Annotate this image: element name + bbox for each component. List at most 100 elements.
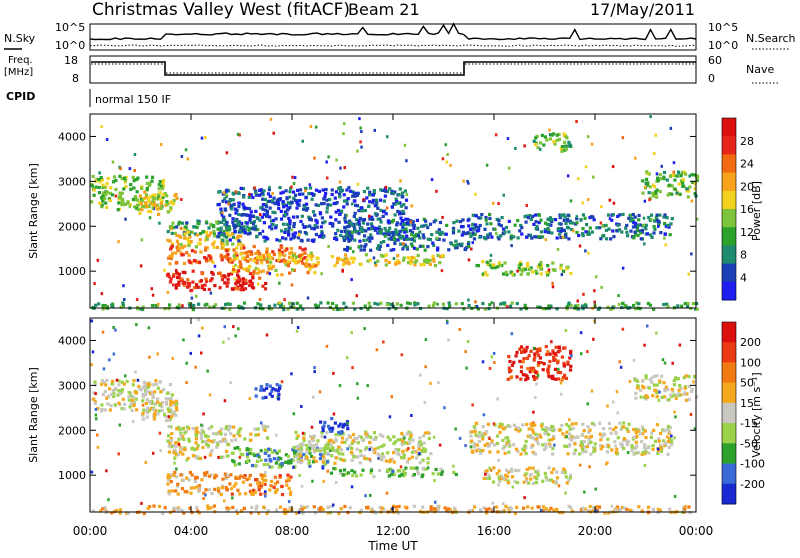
power-colorbar-tick: 24 <box>740 158 754 171</box>
power-cell <box>395 223 399 227</box>
velocity-cell <box>174 489 178 493</box>
power-cell <box>401 258 406 262</box>
power-cell <box>298 199 302 203</box>
power-cell <box>692 173 696 177</box>
power-cell <box>592 218 596 222</box>
power-cell <box>193 286 197 290</box>
power-cell <box>373 226 377 230</box>
velocity-cell <box>359 473 363 477</box>
velocity-scatter-cell <box>595 509 598 513</box>
velocity-cell <box>145 415 149 419</box>
velocity-cell <box>311 460 316 464</box>
velocity-cell <box>644 436 648 440</box>
velocity-cell <box>262 478 266 482</box>
power-cell <box>488 232 492 236</box>
power-cell <box>691 302 695 306</box>
velocity-cell <box>173 441 178 445</box>
power-cell <box>379 198 383 202</box>
power-scatter-cell <box>157 302 160 306</box>
power-cell <box>288 222 292 226</box>
velocity-scatter-cell <box>497 458 500 462</box>
power-cell <box>348 246 352 250</box>
power-cell <box>101 191 106 195</box>
cpid-panel: CPID normal 150 IF <box>6 89 171 107</box>
power-scatter-cell <box>360 145 363 149</box>
power-cell <box>379 220 383 224</box>
power-cell <box>207 226 211 230</box>
velocity-scatter-cell <box>312 395 315 399</box>
power-heatmap <box>90 115 700 312</box>
velocity-cell <box>417 444 421 448</box>
velocity-cell <box>172 509 176 513</box>
power-cell <box>135 206 139 210</box>
velocity-cell <box>670 387 674 392</box>
velocity-cell <box>314 459 318 463</box>
velocity-cell <box>509 469 513 473</box>
power-cell <box>342 301 346 305</box>
velocity-cell <box>519 452 523 456</box>
velocity-cell <box>590 421 595 425</box>
velocity-cell <box>532 377 537 381</box>
velocity-scatter-cell <box>105 469 108 473</box>
power-cell <box>394 260 398 265</box>
velocity-cell <box>123 402 127 406</box>
velocity-scatter-cell <box>223 325 226 329</box>
power-cell <box>195 285 199 289</box>
velocity-cell <box>491 509 495 513</box>
power-cell <box>564 134 568 138</box>
velocity-cell <box>662 429 666 433</box>
velocity-cell <box>293 454 297 458</box>
power-cell <box>196 219 200 223</box>
power-cell <box>237 265 241 269</box>
power-cell <box>301 307 305 311</box>
power-scatter-cell <box>672 170 675 174</box>
power-cell <box>188 235 192 239</box>
velocity-scatter-cell <box>264 470 267 474</box>
velocity-cell <box>230 492 234 496</box>
velocity-cell <box>266 436 270 440</box>
power-cell <box>170 244 174 248</box>
velocity-scatter-cell <box>364 494 367 498</box>
power-scatter-cell <box>544 238 548 242</box>
velocity-ytick-label: 1000 <box>58 469 86 482</box>
power-scatter-cell <box>315 125 318 129</box>
velocity-cell <box>362 454 366 458</box>
velocity-cell <box>568 432 572 436</box>
velocity-scatter-cell <box>204 493 207 497</box>
velocity-scatter-cell <box>615 390 619 394</box>
velocity-cell <box>174 413 178 417</box>
power-cell <box>567 301 571 305</box>
velocity-cell <box>545 478 549 482</box>
power-scatter-cell <box>175 269 178 272</box>
power-cell <box>681 181 685 185</box>
velocity-cell <box>114 386 118 391</box>
power-cell <box>215 220 219 224</box>
power-cell <box>499 224 503 228</box>
velocity-scatter-cell <box>158 431 162 435</box>
velocity-cell <box>145 384 149 388</box>
power-cell <box>245 221 249 225</box>
power-cell <box>634 232 638 236</box>
velocity-cell <box>533 437 537 441</box>
velocity-cell <box>622 447 626 451</box>
velocity-cell <box>272 485 276 489</box>
velocity-cell <box>154 382 159 386</box>
power-cell <box>197 222 201 226</box>
power-cell <box>248 265 252 269</box>
time-tick-label: 00:00 <box>679 524 714 538</box>
power-cell <box>288 219 292 223</box>
velocity-cell <box>337 445 341 449</box>
power-cell <box>159 206 163 211</box>
velocity-cell <box>591 509 595 513</box>
velocity-cell <box>392 435 396 439</box>
velocity-cell <box>279 505 283 509</box>
velocity-cell <box>372 437 376 441</box>
power-cell <box>253 259 257 263</box>
velocity-cell <box>231 505 235 509</box>
power-cell <box>330 192 334 197</box>
power-cell <box>258 270 263 274</box>
power-cell <box>212 232 216 236</box>
power-scatter-cell <box>578 244 582 248</box>
power-scatter-cell <box>660 164 663 168</box>
velocity-scatter-cell <box>426 466 430 470</box>
